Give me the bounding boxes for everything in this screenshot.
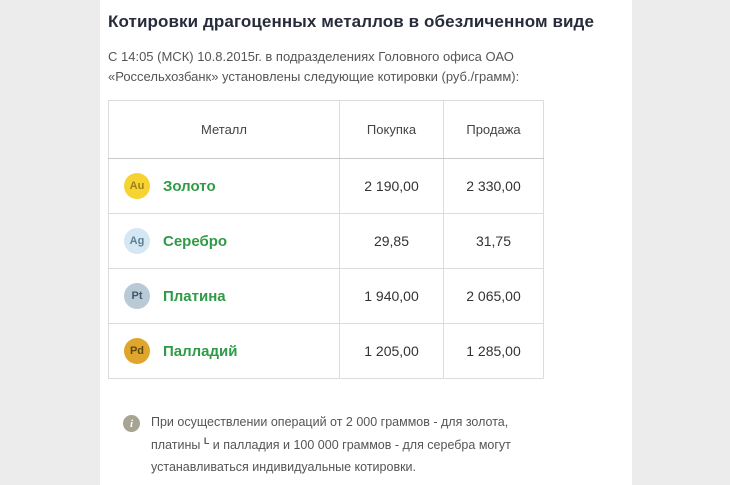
metal-cell: Au Золото	[108, 158, 340, 215]
buy-price: 2 190,00	[339, 158, 444, 215]
column-header-buy: Покупка	[339, 100, 444, 160]
silver-icon: Ag	[124, 228, 150, 255]
metal-quotes-table: Металл Покупка Продажа Au Золото 2 190,0…	[108, 100, 544, 380]
table-header-row: Металл Покупка Продажа	[108, 100, 544, 160]
column-header-metal: Металл	[108, 100, 340, 160]
gold-icon: Au	[124, 173, 150, 200]
sell-price: 1 285,00	[443, 323, 544, 380]
sell-price: 31,75	[443, 213, 544, 270]
sell-price: 2 065,00	[443, 268, 544, 325]
footnote: i При осуществлении операций от 2 000 гр…	[123, 412, 573, 479]
footnote-text: При осуществлении операций от 2 000 грам…	[151, 412, 541, 479]
footnote-text-before: При осуществлении операций от 2 000 грам…	[151, 415, 509, 453]
table-row-gold: Au Золото 2 190,00 2 330,00	[108, 158, 544, 215]
metal-name-link[interactable]: Платина	[163, 287, 226, 305]
metal-name-link[interactable]: Серебро	[163, 232, 228, 250]
column-header-sell: Продажа	[443, 100, 544, 160]
footnote-marker: L	[203, 436, 210, 447]
sell-price: 2 330,00	[443, 158, 544, 215]
table-row-platinum: Pt Платина 1 940,00 2 065,00	[108, 268, 544, 325]
page-subtitle: С 14:05 (МСК) 10.8.2015г. в подразделени…	[108, 49, 520, 85]
platinum-icon: Pt	[124, 283, 150, 310]
buy-price: 1 205,00	[339, 323, 444, 380]
table-row-silver: Ag Серебро 29,85 31,75	[108, 213, 544, 270]
buy-price: 1 940,00	[339, 268, 444, 325]
metal-cell: Pt Платина	[108, 268, 340, 325]
footnote-text-after: и палладия и 100 000 граммов - для сереб…	[151, 438, 511, 475]
palladium-icon: Pd	[124, 338, 150, 365]
table-row-palladium: Pd Палладий 1 205,00 1 285,00	[108, 323, 544, 380]
metal-cell: Pd Палладий	[108, 323, 340, 380]
metal-cell: Ag Серебро	[108, 213, 340, 270]
info-icon: i	[123, 415, 140, 433]
content-panel: Котировки драгоценных металлов в обезлич…	[100, 0, 632, 485]
buy-price: 29,85	[339, 213, 444, 270]
page-title: Котировки драгоценных металлов в обезлич…	[108, 12, 594, 31]
metal-name-link[interactable]: Палладий	[163, 342, 238, 360]
metal-name-link[interactable]: Золото	[163, 177, 216, 195]
